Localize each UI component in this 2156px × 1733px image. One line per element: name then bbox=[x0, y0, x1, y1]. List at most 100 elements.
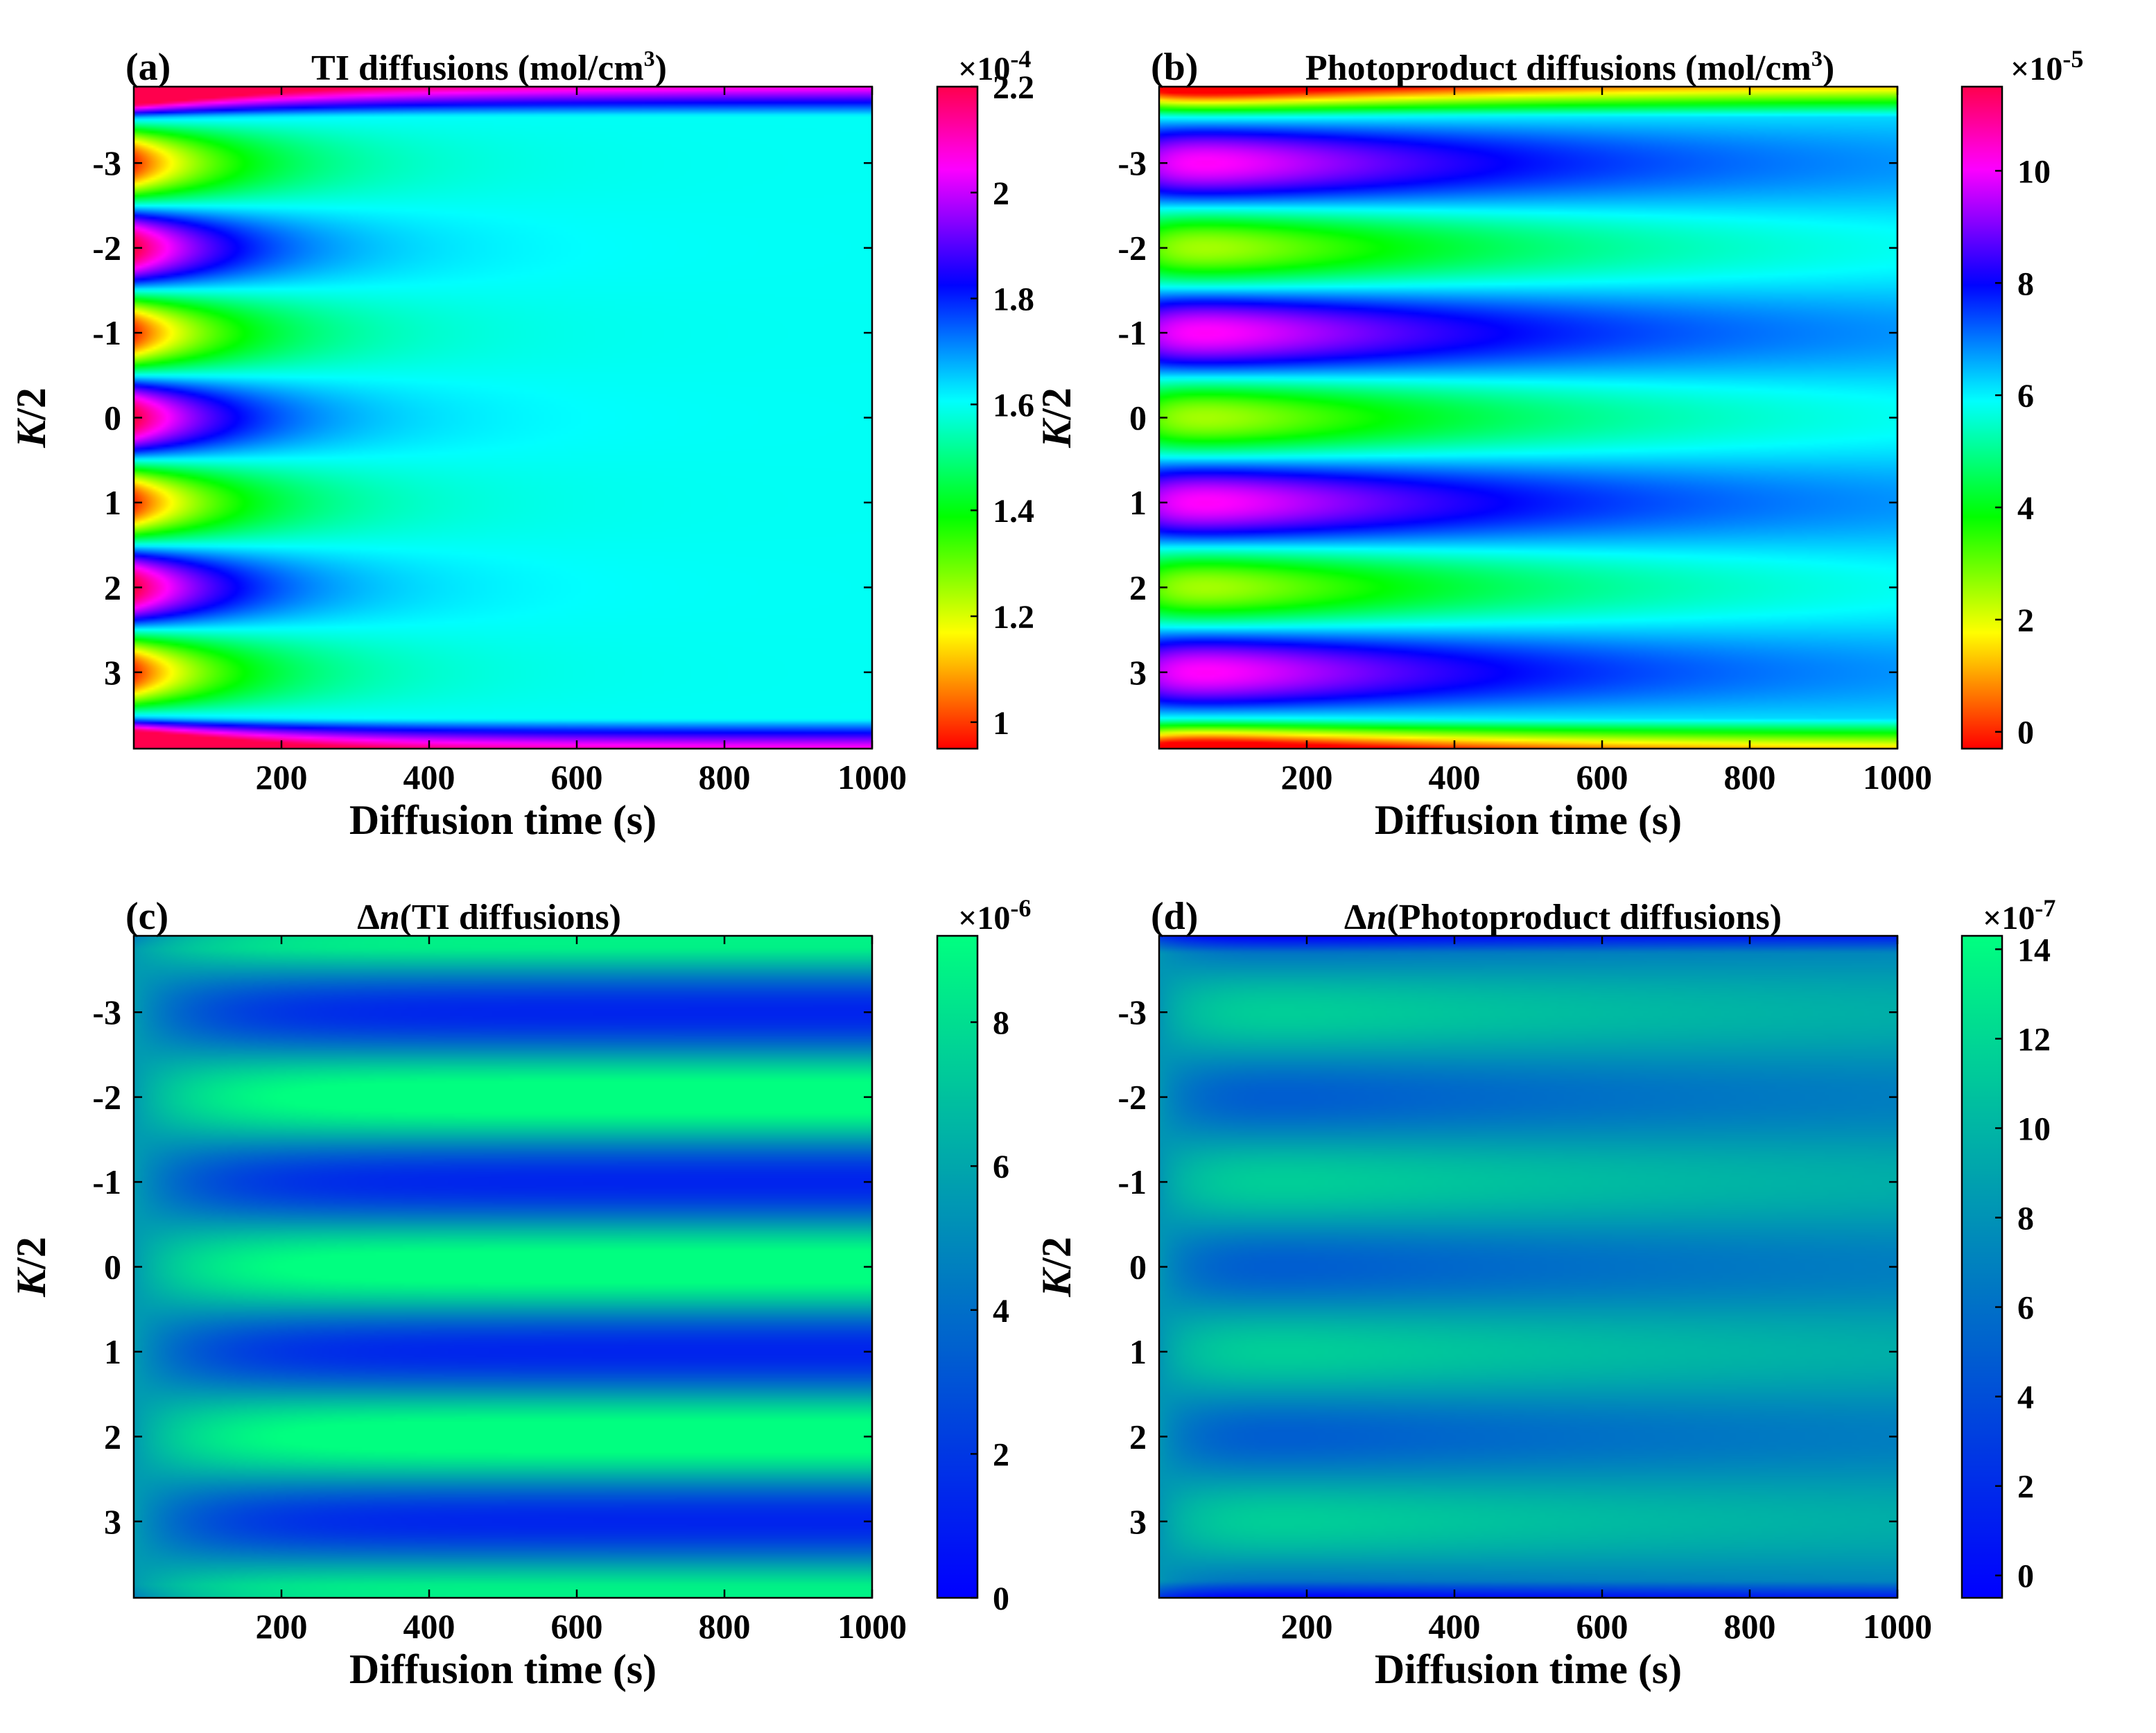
x-tick-label: 200 bbox=[256, 758, 308, 796]
y-tick-label: -2 bbox=[1118, 1078, 1147, 1117]
x-axis-label: Diffusion time (s) bbox=[1375, 797, 1682, 843]
y-tick-label: 0 bbox=[1129, 1248, 1147, 1287]
heatmap-a bbox=[134, 87, 872, 749]
x-tick-label: 200 bbox=[256, 1607, 308, 1646]
colorbar-exponent: ×10-6 bbox=[958, 894, 1031, 937]
y-axis-label: K/2 bbox=[8, 387, 54, 449]
colorbar-a bbox=[937, 87, 977, 749]
y-tick-label: 3 bbox=[1129, 653, 1147, 692]
x-tick-label: 400 bbox=[1429, 1607, 1481, 1646]
colorbar-tick-label: 6 bbox=[2017, 1290, 2034, 1327]
colorbar-tick-label: 4 bbox=[2017, 1379, 2034, 1416]
y-tick-label: 2 bbox=[104, 1417, 121, 1456]
panel-title: Δn(TI diffusions) bbox=[357, 898, 621, 937]
colorbar-frame bbox=[1961, 85, 2003, 750]
colorbar-frame bbox=[936, 85, 979, 750]
panel-title: TI diffusions (mol/cm3) bbox=[311, 46, 667, 88]
colorbar-tick-label: 6 bbox=[2017, 378, 2034, 415]
y-tick-label: 1 bbox=[104, 483, 121, 522]
x-tick-label: 600 bbox=[551, 758, 603, 796]
y-tick-label: 0 bbox=[104, 399, 121, 437]
colorbar-tick-label: 10 bbox=[2017, 153, 2051, 190]
y-axis-label: K/2 bbox=[8, 1237, 54, 1298]
y-tick-label: -3 bbox=[1118, 143, 1147, 182]
x-axis-label: Diffusion time (s) bbox=[349, 1646, 657, 1692]
panel-tag: (a) bbox=[125, 46, 171, 89]
y-tick-label: -3 bbox=[92, 143, 121, 182]
y-tick-label: -3 bbox=[92, 993, 121, 1031]
y-tick-label: -2 bbox=[1118, 229, 1147, 268]
y-tick-label: 3 bbox=[104, 1502, 121, 1541]
y-axis-label: K/2 bbox=[1034, 1237, 1079, 1298]
colorbar-tick-label: 14 bbox=[2017, 932, 2051, 968]
colorbar-tick-label: 12 bbox=[2017, 1021, 2051, 1058]
panel-b: 200 400 600 800 1000 -3 -2 -1 0 1 2 3 Diffusion time… bbox=[1034, 45, 2083, 843]
x-tick-label: 1000 bbox=[837, 758, 907, 796]
panel-tag: (b) bbox=[1151, 46, 1198, 89]
y-tick-label: -3 bbox=[1118, 993, 1147, 1031]
y-tick-label: 2 bbox=[1129, 568, 1147, 607]
colorbar-tick-label: 10 bbox=[2017, 1111, 2051, 1147]
y-tick-label: 0 bbox=[104, 1248, 121, 1287]
x-axis-label: Diffusion time (s) bbox=[349, 797, 657, 843]
x-tick-label: 400 bbox=[1429, 758, 1481, 796]
colorbar-exponent: ×10-4 bbox=[958, 45, 1031, 87]
x-tick-label: 600 bbox=[1576, 758, 1628, 796]
colorbar-tick-label: 2 bbox=[993, 175, 1009, 212]
y-tick-label: -1 bbox=[1118, 313, 1147, 352]
colorbar-d bbox=[1962, 936, 2002, 1598]
heatmap-c bbox=[134, 936, 872, 1598]
x-tick-label: 600 bbox=[551, 1607, 603, 1646]
colorbar-c bbox=[937, 936, 977, 1598]
x-tick-label: 400 bbox=[403, 758, 455, 796]
colorbar-frame bbox=[936, 934, 979, 1599]
colorbar-b bbox=[1962, 87, 2002, 749]
colorbar-tick-label: 2 bbox=[2017, 602, 2034, 639]
y-tick-label: 3 bbox=[104, 653, 121, 692]
colorbar-tick-label: 1.8 bbox=[993, 281, 1034, 318]
colorbar-tick-label: 6 bbox=[993, 1149, 1009, 1185]
x-tick-label: 1000 bbox=[1863, 758, 1932, 796]
panel-tag: (d) bbox=[1151, 895, 1198, 938]
heatmap-d bbox=[1159, 936, 1897, 1598]
y-tick-label: 1 bbox=[1129, 1332, 1147, 1371]
x-tick-label: 200 bbox=[1281, 1607, 1333, 1646]
y-tick-label: 2 bbox=[104, 568, 121, 607]
panel-c: 200 400 600 800 1000 -3 -2 -1 0 1 2 3 Diffusion time… bbox=[8, 894, 1031, 1692]
y-tick-label: -1 bbox=[92, 1162, 121, 1201]
colorbar-tick-label: 8 bbox=[2017, 1201, 2034, 1237]
colorbar-tick-label: 8 bbox=[2017, 265, 2034, 302]
colorbar-tick-label: 1.6 bbox=[993, 387, 1034, 424]
colorbar-frame bbox=[1961, 934, 2003, 1599]
y-axis-label: K/2 bbox=[1034, 387, 1079, 449]
colorbar-tick-label: 4 bbox=[2017, 490, 2034, 527]
y-tick-label: 0 bbox=[1129, 399, 1147, 437]
x-tick-label: 600 bbox=[1576, 1607, 1628, 1646]
colorbar-tick-label: 2 bbox=[993, 1436, 1009, 1473]
colorbar-tick-label: 4 bbox=[993, 1293, 1009, 1330]
x-tick-label: 400 bbox=[403, 1607, 455, 1646]
x-tick-label: 800 bbox=[1724, 1607, 1776, 1646]
y-tick-label: -2 bbox=[92, 229, 121, 268]
colorbar-exponent: ×10-7 bbox=[1983, 894, 2055, 937]
panel-a: 200 400 600 800 1000 -3 -2 -1 0 1 2 3 Diffusion time… bbox=[8, 45, 1034, 843]
y-tick-label: -2 bbox=[92, 1078, 121, 1117]
colorbar-tick-label: 1 bbox=[993, 705, 1009, 742]
colorbar-tick-label: 0 bbox=[2017, 715, 2034, 751]
x-tick-label: 800 bbox=[699, 1607, 751, 1646]
colorbar-tick-label: 1.2 bbox=[993, 599, 1034, 636]
colorbar-tick-label: 8 bbox=[993, 1005, 1009, 1042]
x-axis-label: Diffusion time (s) bbox=[1375, 1646, 1682, 1692]
y-tick-label: 1 bbox=[1129, 483, 1147, 522]
heatmap-b bbox=[1159, 87, 1897, 749]
y-tick-label: 2 bbox=[1129, 1417, 1147, 1456]
x-tick-label: 800 bbox=[699, 758, 751, 796]
panel-title: Δn(Photoproduct diffusions) bbox=[1344, 898, 1782, 937]
colorbar-tick-label: 2.2 bbox=[993, 69, 1034, 106]
colorbar-tick-label: 2 bbox=[2017, 1469, 2034, 1506]
y-tick-label: 1 bbox=[104, 1332, 121, 1371]
y-tick-label: -1 bbox=[1118, 1162, 1147, 1201]
y-tick-label: -1 bbox=[92, 313, 121, 352]
